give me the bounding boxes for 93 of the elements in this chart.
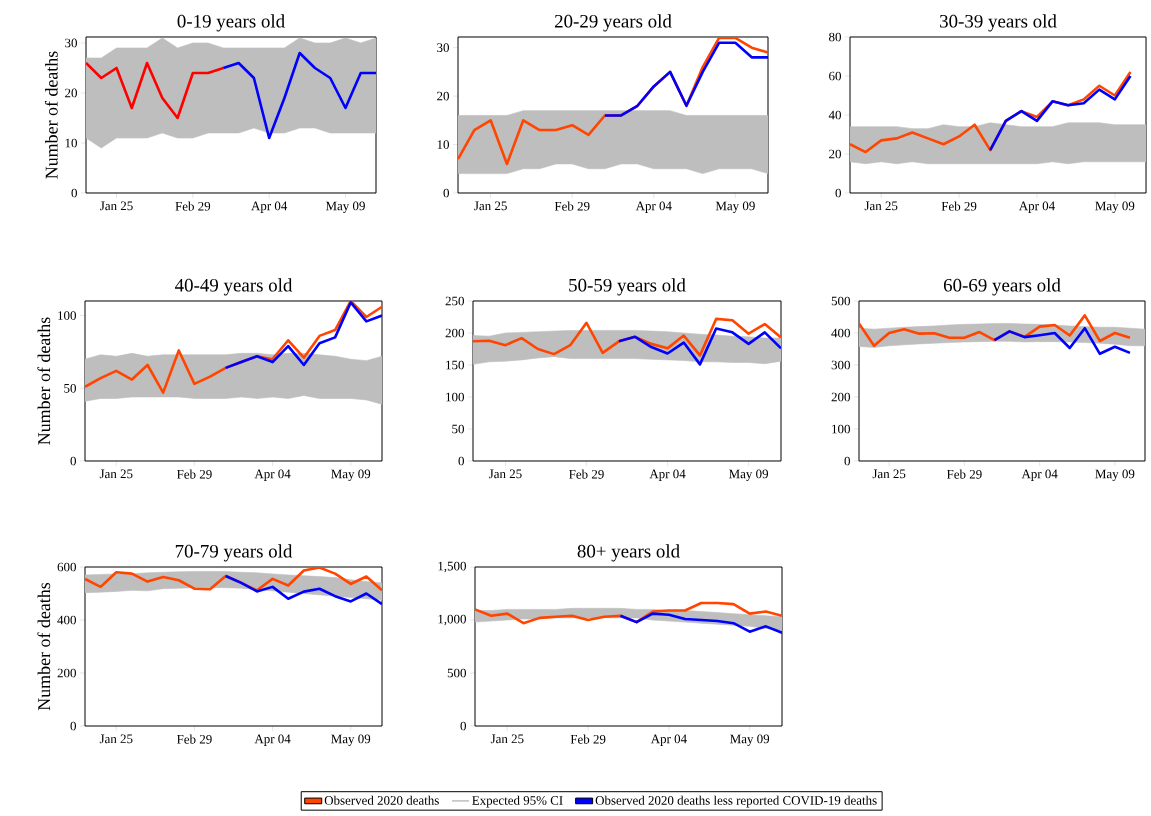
y-tick-label: 0 [458,456,464,466]
y-tick-label: 0 [460,721,466,731]
x-tick-label: Jan 25 [99,469,133,479]
legend-label: Observed 2020 deaths less reported COVID-19 deaths [595,795,877,808]
y-tick-label: 0 [70,456,76,466]
y-tick-label: 60 [829,71,841,81]
y-tick-label: 0 [70,721,76,731]
line-series [224,574,382,606]
line-series [988,74,1132,152]
y-tick-label: 500 [831,296,850,306]
y-tick-label: 0 [71,188,77,198]
y-tick-label: 500 [447,668,466,678]
y-tick-label: 20 [829,149,841,159]
y-tick-label: 10 [65,138,77,148]
chart-title: 30-39 years old [940,14,1057,32]
x-tick-label: Feb 29 [569,469,604,479]
x-tick-label: Apr 04 [649,469,686,481]
x-tick-label: Apr 04 [254,734,291,746]
y-axis-title: Number of deaths [44,51,58,179]
x-tick-label: Jan 25 [872,469,906,479]
x-tick-label: Apr 04 [254,469,291,481]
x-tick-label: Apr 04 [251,201,288,213]
y-tick-label: 30 [437,43,449,53]
y-tick-label: 200 [831,392,850,402]
y-tick-label: 1,000 [438,614,466,626]
x-tick-label: May 09 [1095,469,1135,481]
x-tick-label: Feb 29 [941,201,977,211]
y-tick-label: 300 [831,360,850,370]
chart-title: 0-19 years old [177,14,285,32]
y-tick-label: 0 [835,188,841,198]
line-series [617,327,782,366]
x-tick-label: May 09 [331,469,371,481]
chart-title: 20-29 years old [554,14,672,32]
y-tick-label: 10 [437,140,449,149]
line-series [86,61,225,120]
y-tick-label: 20 [437,91,449,101]
legend-label: Observed 2020 deaths [324,795,439,805]
x-tick-label: Jan 25 [474,201,507,211]
chart-title: 70-79 years old [175,544,293,562]
x-tick-label: May 09 [325,201,365,213]
line-series [619,612,783,635]
x-tick-label: May 09 [729,469,769,481]
chart-title: 50-59 years old [569,278,686,296]
x-tick-label: Feb 29 [570,734,606,744]
x-tick-label: Jan 25 [864,201,898,211]
y-tick-label: 0 [443,188,449,198]
x-tick-label: May 09 [715,201,755,213]
x-tick-label: Jan 25 [100,201,133,211]
legend-label: Expected 95% CI [472,795,563,808]
x-tick-label: Apr 04 [650,734,687,746]
x-tick-label: Apr 04 [635,201,672,213]
x-tick-label: Feb 29 [176,734,212,744]
chart-title: 60-69 years old [943,278,1061,296]
y-tick-label: 100 [58,311,76,320]
line-series [993,326,1132,356]
x-tick-label: Feb 29 [554,201,590,211]
y-tick-label: 600 [57,562,76,572]
x-tick-label: May 09 [730,734,770,746]
line-series [224,301,382,370]
x-tick-label: Feb 29 [946,469,982,479]
y-tick-label: 400 [831,328,850,338]
y-tick-label: 150 [446,360,464,370]
y-tick-label: 50 [452,424,464,434]
y-tick-label: 20 [65,88,77,98]
chart-title: 40-49 years old [175,278,293,296]
x-tick-label: Jan 25 [99,734,133,744]
x-tick-label: May 09 [1095,201,1135,213]
line-series [603,41,769,117]
y-tick-label: 80 [829,32,841,42]
y-tick-label: 250 [445,296,464,306]
y-tick-label: 0 [844,456,850,466]
line-series [473,317,782,357]
y-tick-label: 200 [57,668,76,678]
x-tick-label: May 09 [331,734,371,746]
y-tick-label: 100 [446,392,464,402]
y-axis-title: Number of deaths [37,582,51,711]
y-tick-label: 50 [64,383,76,393]
y-tick-label: 1,500 [438,561,466,573]
x-tick-label: Feb 29 [175,201,211,211]
x-tick-label: Jan 25 [488,469,522,479]
y-tick-label: 400 [57,615,76,625]
line-series [475,601,783,625]
y-tick-label: 100 [832,424,850,434]
x-tick-label: Jan 25 [490,734,524,744]
chart-title: 80+ years old [577,544,680,562]
y-axis-title: Number of deaths [37,317,51,445]
line-series [222,51,376,140]
x-tick-label: Feb 29 [176,469,212,479]
y-tick-label: 30 [65,38,77,48]
x-tick-label: Apr 04 [1018,201,1055,213]
y-tick-label: 40 [828,110,841,120]
x-tick-label: Apr 04 [1021,469,1058,481]
y-tick-label: 200 [445,328,464,338]
